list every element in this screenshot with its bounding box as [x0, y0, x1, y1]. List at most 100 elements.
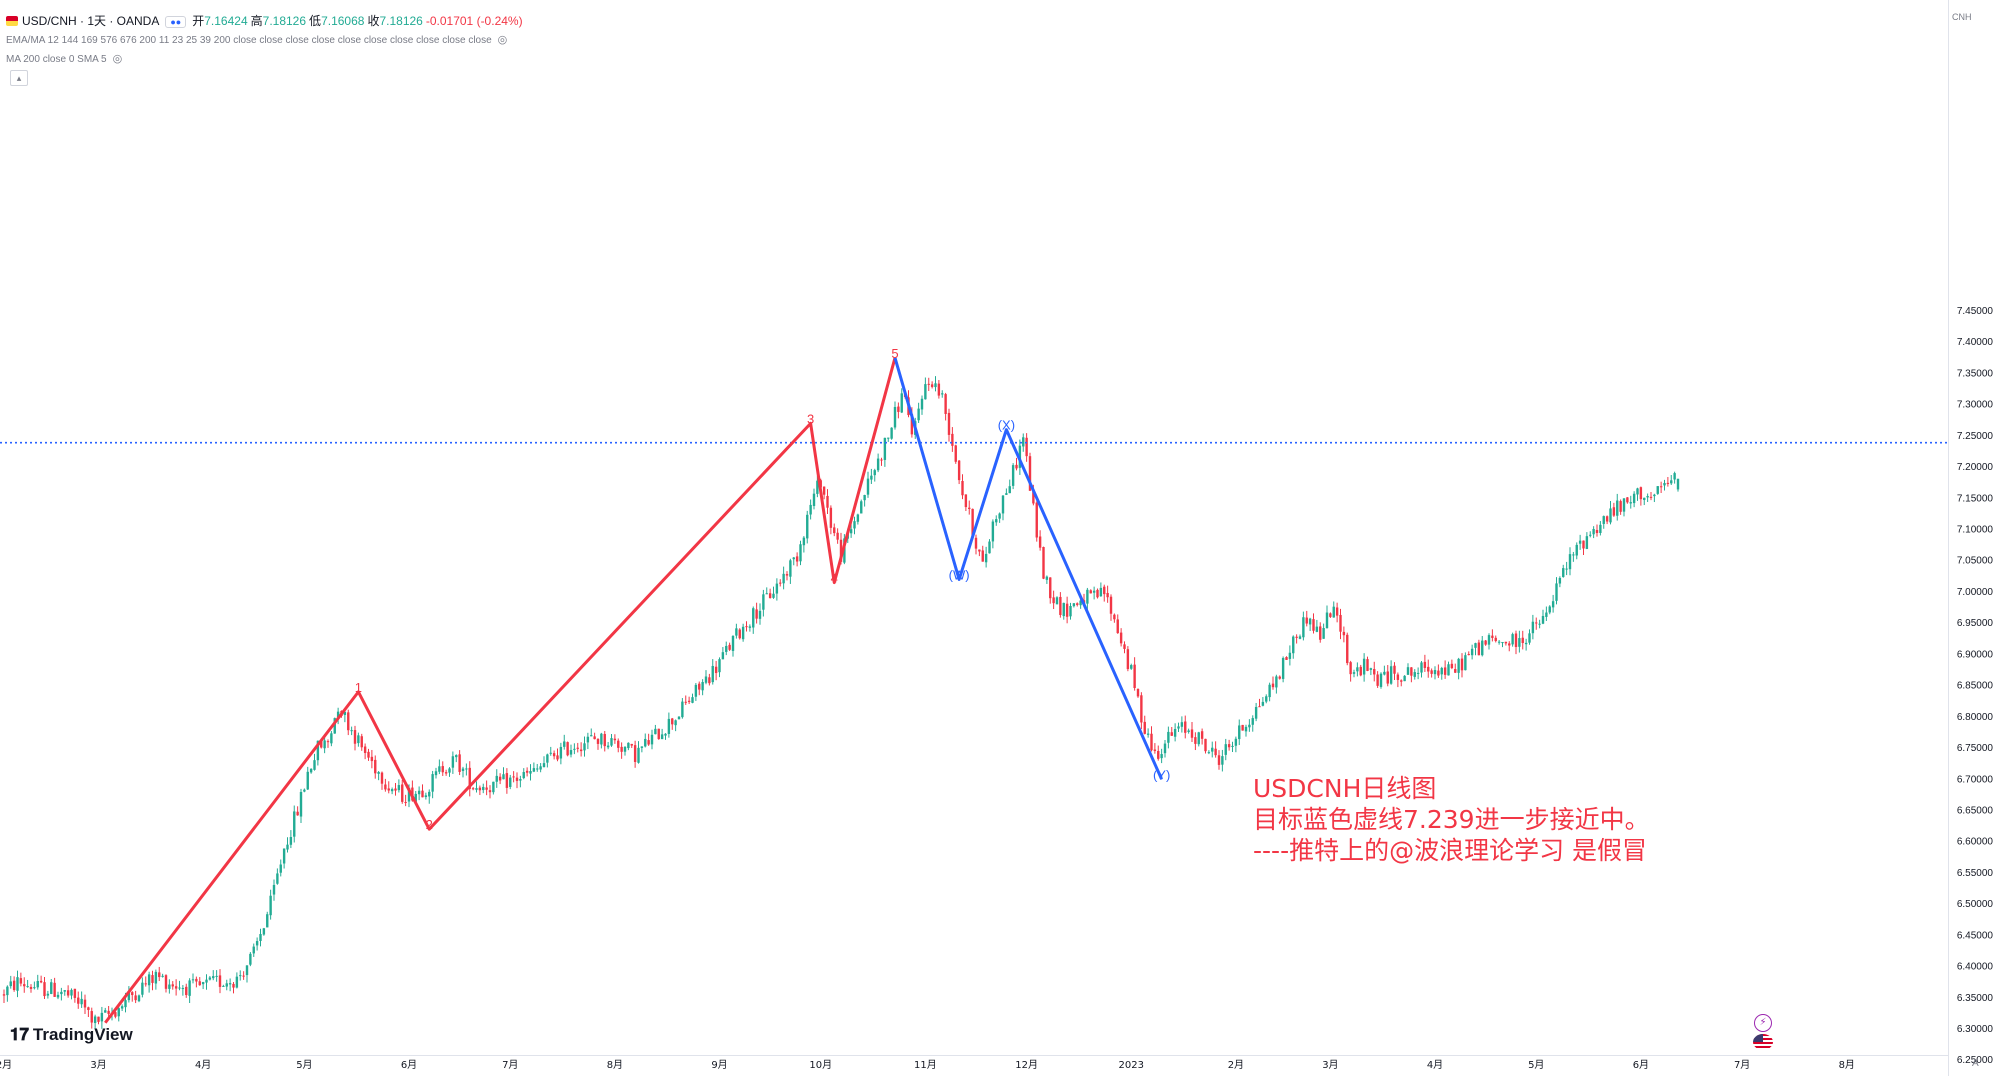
candle [353, 725, 357, 751]
candle [33, 981, 36, 990]
candle [1059, 592, 1062, 618]
candle [1187, 728, 1190, 734]
tradingview-logo[interactable]: 𝟏𝟕 TradingView [10, 1025, 133, 1044]
candle [1234, 736, 1238, 753]
auto-scale-button[interactable]: A [1972, 1058, 1979, 1069]
candle [259, 928, 262, 947]
candle [198, 977, 201, 986]
candle [1575, 542, 1578, 560]
candle [752, 606, 755, 634]
candle [495, 769, 498, 788]
candle [1349, 660, 1352, 682]
annotation-line: USDCNH日线图 [1253, 774, 1437, 803]
indicator-legend-ma[interactable]: MA 200 close 0 SMA 5 ◎ [6, 53, 123, 65]
candle [1254, 702, 1258, 722]
indicator-dots-icon[interactable]: ●● [165, 16, 187, 28]
candle [1153, 743, 1157, 754]
symbol-title[interactable]: USD/CNH · 1天 · OANDA [22, 14, 160, 28]
candle [738, 628, 741, 640]
candle [617, 738, 620, 753]
candle [347, 709, 350, 736]
candle [1396, 672, 1400, 688]
indicator-legend-ema[interactable]: EMA/MA 12 144 169 576 676 200 11 23 25 3… [6, 34, 508, 46]
candle [536, 763, 539, 772]
candle [1271, 676, 1275, 690]
candle [1072, 603, 1076, 608]
candle [1508, 641, 1511, 652]
candle [509, 774, 512, 790]
time-tick-label: 3月 [1322, 1059, 1338, 1071]
candle [1143, 715, 1146, 735]
candle [309, 768, 313, 774]
candle [704, 670, 708, 685]
candle [816, 475, 819, 498]
candle [350, 726, 353, 736]
candle [46, 990, 50, 999]
us-flag-icon[interactable] [1753, 1034, 1773, 1050]
candle [387, 781, 390, 794]
candle [1551, 594, 1555, 613]
candle [485, 780, 488, 796]
candle [1514, 630, 1518, 655]
candle [1450, 659, 1454, 670]
candle [1136, 688, 1140, 698]
candle [279, 859, 282, 877]
wave-lines [104, 357, 1163, 1024]
candle [1322, 623, 1325, 639]
eye-hidden-icon[interactable]: ◎ [497, 34, 508, 46]
candle [795, 552, 799, 567]
candle [1109, 594, 1113, 621]
candle [1106, 585, 1109, 603]
price-tick-label: 6.90000 [1957, 649, 1994, 660]
candle [1585, 532, 1589, 550]
candle [1494, 635, 1497, 643]
collapse-legend-button[interactable]: ▴ [10, 70, 28, 86]
candle [205, 974, 208, 990]
candle [97, 1016, 100, 1025]
candle [944, 392, 947, 421]
candle [100, 1006, 104, 1029]
candle [19, 972, 23, 987]
candle [1369, 667, 1373, 676]
candle [482, 783, 485, 794]
candle [924, 377, 927, 400]
candle [1076, 602, 1079, 607]
candle [93, 1014, 97, 1030]
time-tick-label: 3月 [90, 1059, 106, 1071]
candle [333, 717, 336, 734]
candle [1470, 644, 1474, 660]
candle [201, 981, 205, 990]
lightning-icon[interactable]: ⚡ [1754, 1014, 1772, 1032]
candle [330, 730, 333, 747]
candle [1140, 692, 1143, 730]
symbol-header[interactable]: USD/CNH · 1天 · OANDA ●● 开7.16424 高7.18126 低7… [6, 12, 523, 29]
candle [1022, 433, 1025, 452]
candle [1052, 590, 1055, 610]
candle [1130, 663, 1133, 670]
candle [1113, 613, 1116, 623]
candle [1173, 723, 1177, 742]
candle [377, 771, 380, 781]
candle [434, 767, 438, 779]
candle [1379, 672, 1383, 689]
candle [1659, 481, 1663, 494]
candle [1373, 661, 1376, 682]
candle [43, 976, 46, 1000]
price-tick-label: 7.35000 [1957, 368, 1994, 379]
candle [468, 761, 471, 797]
candle [232, 982, 235, 994]
eye-hidden-icon[interactable]: ◎ [112, 53, 123, 65]
candle [1501, 641, 1504, 648]
candle [1025, 433, 1028, 462]
candle [836, 528, 839, 544]
time-tick-label: 4月 [195, 1059, 211, 1071]
candle [785, 571, 789, 581]
price-tick-label: 6.50000 [1957, 899, 1994, 910]
candle [50, 978, 53, 995]
candle [1643, 497, 1646, 506]
candle [1248, 719, 1251, 732]
time-tick-label: 5月 [1528, 1059, 1544, 1071]
candle [522, 768, 525, 780]
candle [1400, 679, 1403, 687]
